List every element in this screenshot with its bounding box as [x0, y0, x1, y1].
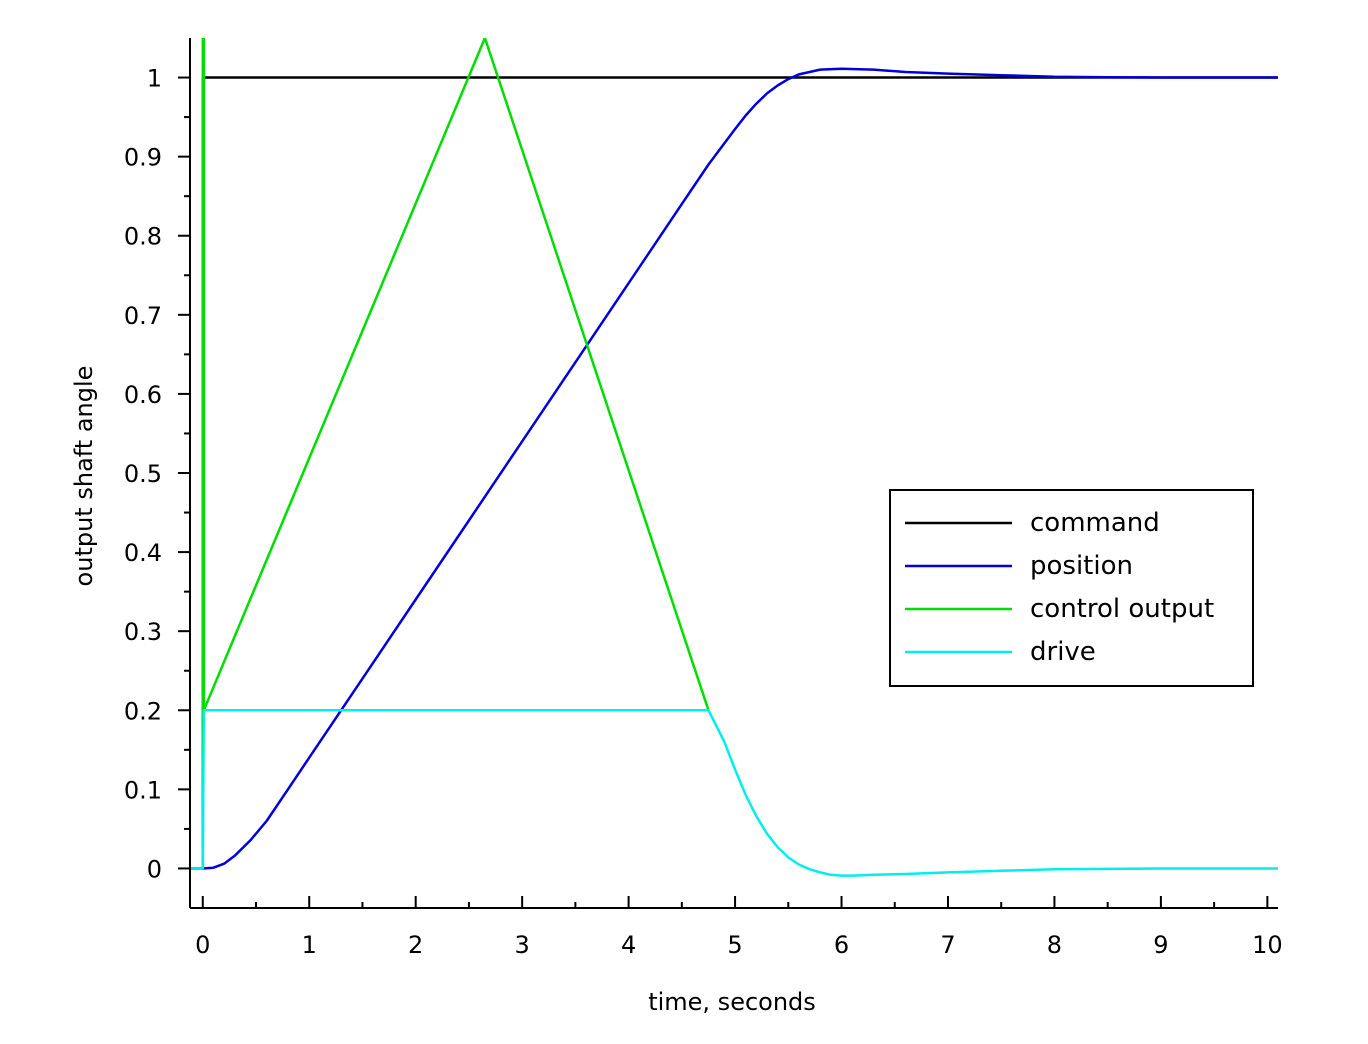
- y-tick-label-1: 1: [147, 65, 162, 93]
- x-tick-label-9: 9: [1153, 931, 1168, 959]
- legend-label-drive: drive: [1030, 637, 1096, 667]
- y-tick-label-0-3: 0.3: [124, 618, 162, 646]
- x-tick-label-5: 5: [727, 931, 742, 959]
- legend-label-command: command: [1030, 508, 1160, 538]
- y-tick-label-0-4: 0.4: [124, 539, 162, 567]
- y-tick-label-0-1: 0.1: [124, 776, 162, 804]
- legend: command position control output drive: [889, 489, 1254, 687]
- series-line-drive: [190, 709, 1278, 877]
- series-line-control-output: [201, 38, 710, 869]
- y-tick-label-0-8: 0.8: [124, 223, 162, 251]
- y-tick-label-0-9: 0.9: [124, 144, 162, 172]
- y-tick-label-0-7: 0.7: [124, 302, 162, 330]
- x-tick-label-2: 2: [408, 931, 423, 959]
- x-tick-label-4: 4: [621, 931, 636, 959]
- x-tick-label-0: 0: [195, 931, 210, 959]
- y-axis-title: output shaft angle: [70, 366, 98, 587]
- legend-label-control-output: control output: [1030, 594, 1214, 624]
- x-axis-title: time, seconds: [648, 988, 816, 1016]
- y-tick-label-0: 0: [147, 855, 162, 883]
- x-tick-label-8: 8: [1047, 931, 1062, 959]
- y-tick-label-0-2: 0.2: [124, 697, 162, 725]
- x-tick-label-10: 10: [1252, 931, 1283, 959]
- y-tick-label-0-5: 0.5: [124, 460, 162, 488]
- y-tick-label-0-6: 0.6: [124, 381, 162, 409]
- x-tick-label-3: 3: [515, 931, 530, 959]
- y-ticks: 0 0.1 0.2 0.3 0.4 0.5 0.6 0.7 0.8 0.9 1: [124, 65, 190, 883]
- x-tick-label-6: 6: [834, 931, 849, 959]
- x-tick-label-7: 7: [940, 931, 955, 959]
- x-ticks: 0 1 2 3 4 5 6 7 8 9 10: [195, 896, 1283, 959]
- series-line-position: [202, 67, 1278, 870]
- x-tick-label-1: 1: [302, 931, 317, 959]
- series-layer: [190, 38, 1278, 877]
- legend-label-position: position: [1030, 551, 1133, 581]
